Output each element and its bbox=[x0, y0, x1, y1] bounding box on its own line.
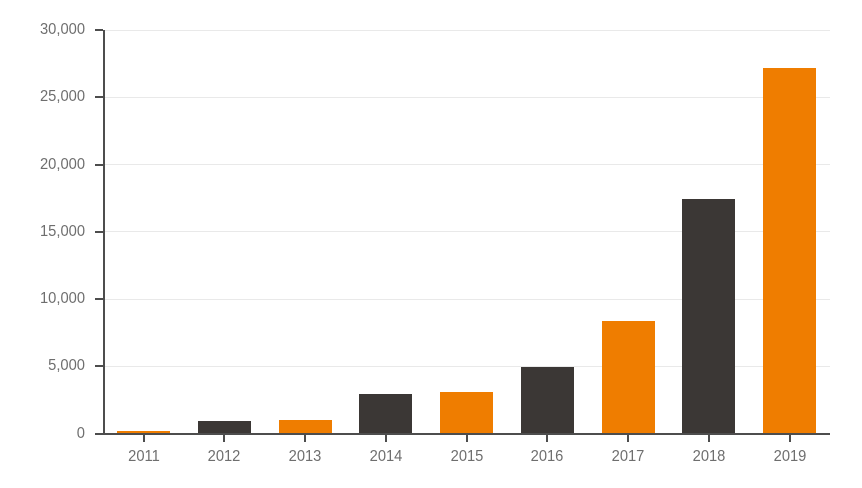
x-axis-tick bbox=[788, 435, 791, 442]
x-axis-tick bbox=[546, 435, 549, 442]
bar-2018 bbox=[682, 199, 736, 434]
x-axis-tick bbox=[707, 435, 710, 442]
x-axis-tick bbox=[465, 435, 468, 442]
bar-2013 bbox=[278, 420, 332, 434]
x-axis-tick bbox=[304, 435, 306, 442]
y-axis-line bbox=[103, 30, 105, 435]
bar-2011 bbox=[117, 430, 170, 434]
y-gridline bbox=[103, 96, 830, 98]
x-tick-label: 2011 bbox=[127, 448, 160, 465]
y-tick-label: 10,000 bbox=[39, 290, 85, 307]
x-axis-tick bbox=[627, 435, 629, 442]
x-tick-label: 2014 bbox=[369, 448, 403, 465]
y-tick-label: 15,000 bbox=[39, 222, 85, 240]
y-tick-label: 0 bbox=[76, 424, 85, 442]
y-gridline bbox=[103, 164, 830, 165]
y-tick-label: 25,000 bbox=[39, 88, 85, 106]
y-gridline bbox=[103, 231, 830, 233]
y-gridline bbox=[103, 365, 830, 367]
x-axis-line bbox=[103, 433, 830, 435]
x-tick-label: 2015 bbox=[450, 448, 483, 465]
bar-2014 bbox=[359, 394, 413, 434]
x-tick-label: 2017 bbox=[611, 448, 645, 465]
x-axis-tick bbox=[223, 435, 226, 442]
x-tick-label: 2016 bbox=[530, 448, 564, 465]
x-axis-tick bbox=[142, 435, 145, 442]
x-tick-label: 2012 bbox=[207, 448, 241, 465]
y-gridline bbox=[103, 29, 830, 31]
x-tick-label: 2018 bbox=[692, 448, 726, 465]
x-tick-label: 2013 bbox=[288, 448, 322, 465]
y-axis-tick bbox=[95, 96, 103, 99]
bar-2015 bbox=[440, 391, 493, 434]
y-tick-label: 30,000 bbox=[39, 21, 85, 38]
x-axis-tick bbox=[384, 435, 387, 442]
bar-2012 bbox=[197, 421, 251, 434]
bar-2017 bbox=[601, 320, 655, 434]
y-axis-tick bbox=[95, 365, 103, 368]
bar-2016 bbox=[520, 366, 574, 434]
x-tick-label: 2019 bbox=[773, 448, 806, 465]
y-tick-label: 5,000 bbox=[48, 357, 85, 375]
y-tick-label: 20,000 bbox=[39, 155, 85, 173]
bar-2019 bbox=[763, 67, 816, 434]
y-axis-tick bbox=[95, 29, 103, 31]
y-gridline bbox=[103, 298, 830, 300]
y-axis-tick bbox=[95, 432, 103, 435]
y-axis-tick bbox=[95, 230, 103, 233]
y-axis-tick bbox=[95, 298, 103, 300]
y-axis-tick bbox=[95, 163, 103, 166]
